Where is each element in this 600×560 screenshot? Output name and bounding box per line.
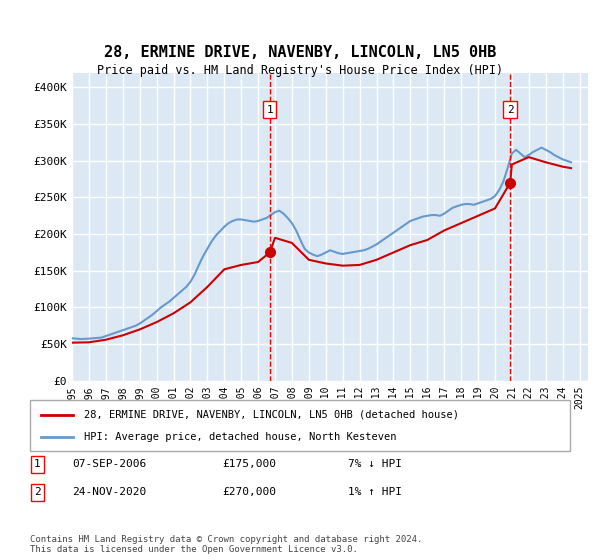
Text: Price paid vs. HM Land Registry's House Price Index (HPI): Price paid vs. HM Land Registry's House … [97,64,503,77]
Text: 2: 2 [507,105,514,115]
Text: HPI: Average price, detached house, North Kesteven: HPI: Average price, detached house, Nort… [84,432,397,442]
Text: 07-SEP-2006: 07-SEP-2006 [72,459,146,469]
Text: 1: 1 [34,459,41,469]
Text: 2: 2 [34,487,41,497]
Text: 24-NOV-2020: 24-NOV-2020 [72,487,146,497]
Text: Contains HM Land Registry data © Crown copyright and database right 2024.
This d: Contains HM Land Registry data © Crown c… [30,535,422,554]
Text: 7% ↓ HPI: 7% ↓ HPI [348,459,402,469]
Text: 28, ERMINE DRIVE, NAVENBY, LINCOLN, LN5 0HB (detached house): 28, ERMINE DRIVE, NAVENBY, LINCOLN, LN5 … [84,409,459,419]
Text: £270,000: £270,000 [222,487,276,497]
Text: 28, ERMINE DRIVE, NAVENBY, LINCOLN, LN5 0HB: 28, ERMINE DRIVE, NAVENBY, LINCOLN, LN5 … [104,45,496,60]
Text: £175,000: £175,000 [222,459,276,469]
Text: 1% ↑ HPI: 1% ↑ HPI [348,487,402,497]
FancyBboxPatch shape [30,400,570,451]
Text: 1: 1 [266,105,273,115]
